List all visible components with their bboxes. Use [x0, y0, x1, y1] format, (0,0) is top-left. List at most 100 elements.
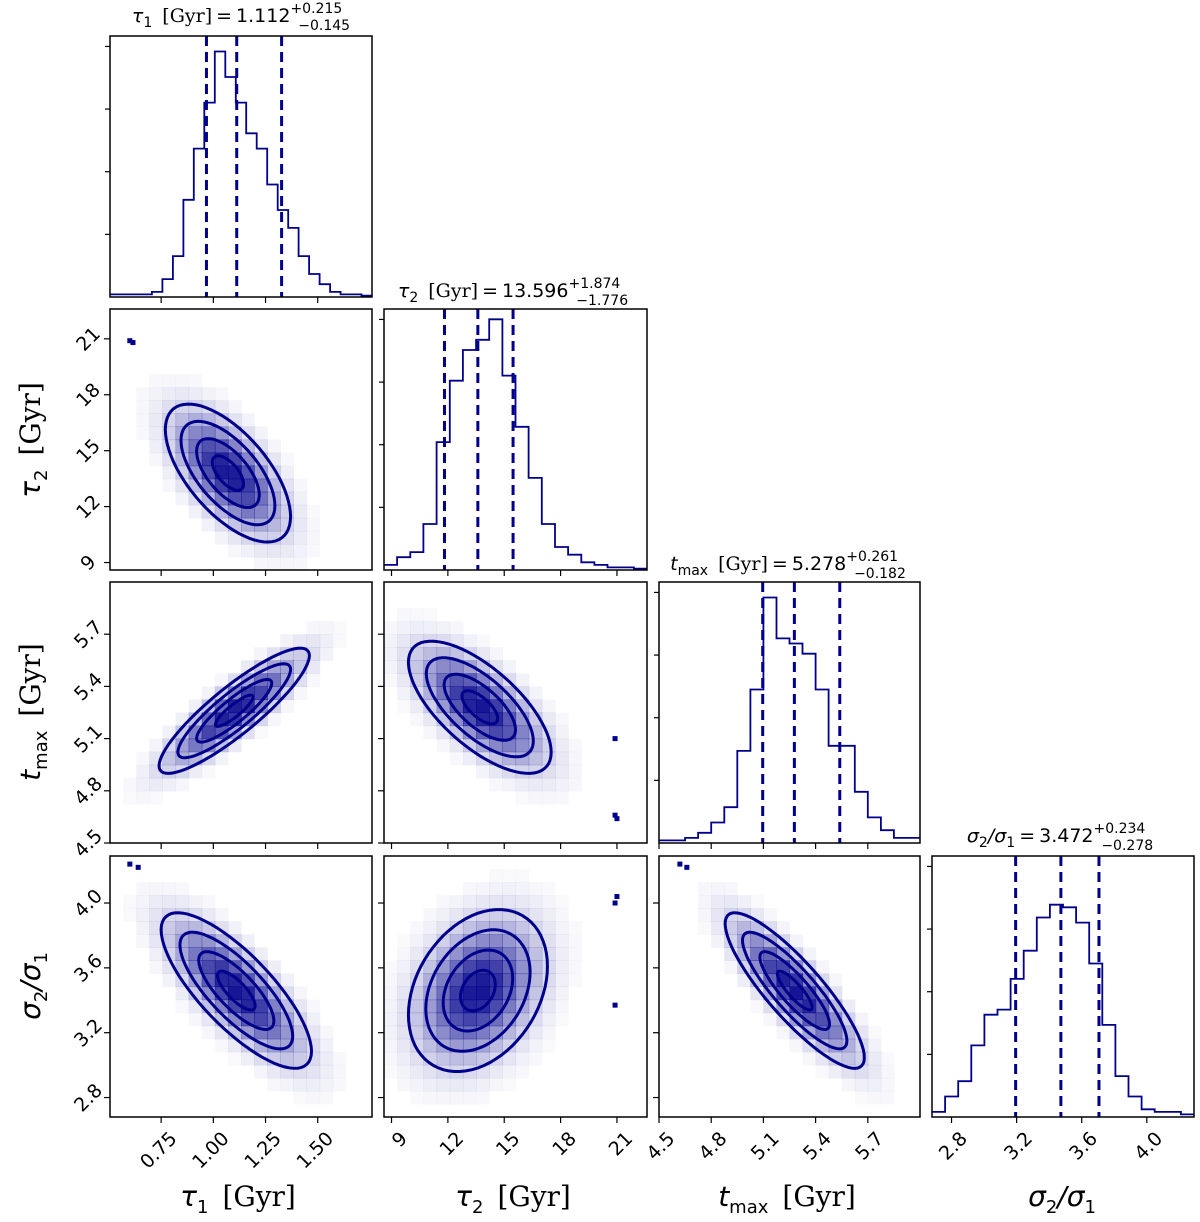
x-tick-label-tmax: 4.5 — [642, 1128, 679, 1165]
density-cell — [307, 1091, 321, 1105]
density-cell — [867, 1077, 882, 1092]
density-cell — [568, 934, 582, 948]
density-cell — [202, 765, 216, 779]
y-tick-label-tau2: 15 — [72, 435, 105, 468]
density-cell — [188, 504, 203, 519]
density-cell — [293, 479, 307, 493]
density-cell — [476, 699, 490, 714]
density-cell — [410, 986, 425, 1001]
density-cell — [528, 973, 543, 988]
density-cell — [462, 1077, 477, 1092]
density-cell — [462, 751, 477, 766]
density-cell — [802, 1012, 817, 1027]
density-cell — [397, 934, 411, 948]
contour-level-1 — [775, 969, 814, 1012]
density-cell — [463, 1091, 477, 1105]
outlier-point — [612, 900, 618, 906]
density-cell — [568, 947, 582, 961]
density-cell — [397, 608, 411, 622]
density-cell — [333, 634, 347, 648]
density-cell — [267, 960, 281, 975]
density-cell — [449, 973, 464, 988]
density-cell — [410, 660, 425, 674]
density-cell — [776, 1026, 790, 1040]
density-cell — [881, 1091, 895, 1105]
density-cell — [254, 504, 268, 519]
density-cell — [776, 921, 791, 935]
density-cell — [502, 869, 516, 883]
density-cell — [227, 699, 242, 714]
density-cell — [149, 908, 163, 922]
density-cell — [293, 1077, 308, 1092]
density-cell — [763, 908, 777, 922]
density-panel-tmax-ratio — [658, 855, 921, 1118]
density-cell — [241, 934, 255, 948]
density-cell — [254, 543, 268, 558]
density-cell — [542, 1039, 556, 1053]
density-cell — [293, 1025, 308, 1040]
density-cell — [397, 960, 411, 975]
density-cell — [449, 699, 464, 714]
density-cell — [436, 699, 451, 714]
density-cell — [724, 882, 738, 896]
density-cell — [568, 921, 582, 935]
density-cell — [149, 387, 163, 401]
density-cell — [502, 660, 517, 674]
density-cell — [489, 660, 503, 674]
density-cell — [449, 921, 464, 935]
density-cell — [436, 1025, 451, 1040]
density-cell — [515, 777, 530, 792]
density-cell — [489, 934, 503, 948]
density-cell — [175, 465, 190, 480]
density-panel-tau2-ratio — [383, 855, 648, 1118]
density-cell — [228, 400, 242, 414]
density-cell — [476, 882, 490, 896]
density-cell — [267, 543, 281, 558]
density-cell — [280, 699, 294, 713]
density-cell — [149, 413, 163, 428]
density-cell — [410, 1077, 425, 1092]
density-cell — [881, 1078, 895, 1092]
density-cell — [515, 934, 530, 948]
density-cell — [410, 647, 425, 661]
title-ratio: σ2/σ1 = 3.472+0.234 −0.278 — [967, 821, 1153, 854]
density-cell — [319, 1077, 334, 1092]
density-cell — [384, 1038, 398, 1053]
density-cell — [450, 752, 464, 766]
density-cell — [515, 1012, 530, 1027]
density-cell — [280, 634, 294, 648]
density-cell — [763, 960, 778, 975]
density-cell — [828, 1051, 843, 1066]
y-tick-label-ratio: 3.2 — [70, 1015, 107, 1052]
density-cell — [306, 1077, 321, 1092]
density-cell — [307, 505, 321, 519]
y-tick-label-tau2: 18 — [72, 379, 105, 412]
y-tick-label-tmax: 5.1 — [70, 721, 107, 758]
density-cell — [254, 1012, 268, 1027]
density-cell — [384, 1012, 398, 1027]
density-cell — [502, 882, 517, 896]
density-cell — [175, 921, 190, 935]
density-cell — [476, 764, 490, 779]
density-cell — [489, 699, 503, 714]
density-cell — [241, 439, 255, 454]
density-cell — [149, 882, 163, 896]
density-cell — [489, 908, 503, 922]
density-cell — [397, 634, 411, 648]
density-cell — [228, 544, 242, 558]
density-cell — [162, 921, 177, 935]
density-cell — [489, 778, 503, 792]
density-cell — [554, 777, 569, 792]
x-tick-label-tau1: 1.00 — [188, 1128, 233, 1173]
density-cell — [410, 608, 424, 622]
histogram-step-line — [110, 50, 372, 297]
density-cell — [698, 882, 712, 896]
density-cell — [855, 1091, 869, 1105]
density-cell — [333, 621, 347, 635]
density-cell — [319, 1064, 334, 1079]
density-cell — [293, 517, 308, 532]
density-cell — [476, 1012, 490, 1027]
density-cell — [397, 673, 411, 687]
density-layer — [384, 608, 620, 822]
density-cell — [528, 986, 543, 1001]
